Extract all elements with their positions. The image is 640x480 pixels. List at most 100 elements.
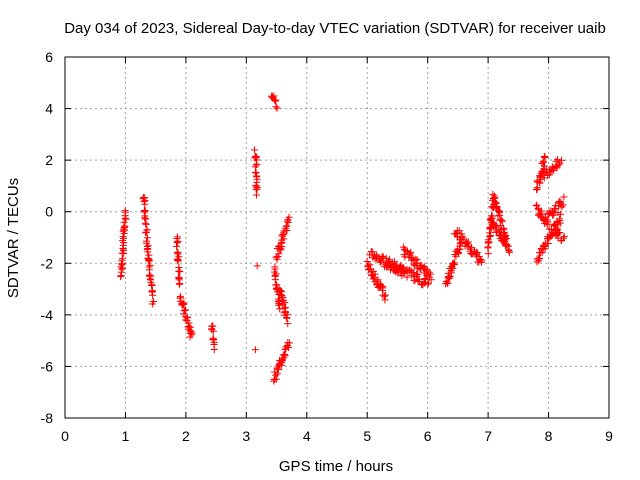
data-point — [505, 247, 513, 255]
data-point — [413, 270, 421, 278]
data-point — [468, 244, 476, 252]
data-point — [485, 238, 493, 246]
data-point — [175, 267, 183, 275]
data-point — [120, 234, 128, 242]
data-point — [493, 203, 501, 211]
data-point — [278, 293, 286, 301]
data-point — [486, 224, 494, 232]
data-point — [141, 219, 149, 227]
y-tick-label: 0 — [45, 204, 53, 220]
data-point — [121, 223, 129, 231]
data-point — [478, 257, 486, 265]
data-point — [272, 270, 280, 278]
data-point — [277, 240, 285, 248]
data-point — [380, 292, 388, 300]
data-point — [384, 260, 392, 268]
data-point — [446, 273, 454, 281]
data-point — [210, 338, 218, 346]
data-point — [252, 191, 260, 199]
data-point — [145, 257, 153, 265]
data-point — [540, 162, 548, 170]
data-point — [458, 230, 466, 238]
data-point — [173, 242, 181, 250]
data-point — [285, 213, 293, 221]
data-point — [141, 200, 149, 208]
data-point — [550, 211, 558, 219]
data-point — [401, 253, 409, 261]
data-point — [540, 153, 548, 161]
data-point — [250, 146, 258, 154]
data-point — [413, 271, 421, 279]
data-point — [560, 232, 568, 240]
y-tick-label: -2 — [41, 255, 54, 271]
data-point — [279, 355, 287, 363]
data-point — [284, 218, 292, 226]
data-point — [143, 234, 151, 242]
data-point — [272, 371, 280, 379]
data-point — [275, 250, 283, 258]
data-point — [272, 375, 280, 383]
ticks-layer: 0 1 2 3 4 5 6 7 8 9 -8 -6 -4 -2 0 2 4 6 — [41, 49, 614, 444]
data-point — [381, 296, 389, 304]
data-point — [277, 246, 285, 254]
data-point — [548, 209, 556, 217]
data-point — [118, 257, 126, 265]
data-point — [147, 281, 155, 289]
x-tick-label: 6 — [424, 428, 432, 444]
data-point — [560, 193, 568, 201]
data-point — [181, 306, 189, 314]
y-tick-label: -6 — [41, 358, 54, 374]
data-point — [274, 298, 282, 306]
data-point — [497, 216, 505, 224]
data-point — [488, 214, 496, 222]
data-point — [368, 248, 376, 256]
y-tick-label: 6 — [45, 49, 53, 65]
data-point — [538, 248, 546, 256]
data-point — [209, 327, 217, 335]
x-tick-label: 8 — [545, 428, 553, 444]
data-point — [284, 344, 292, 352]
data-point — [276, 305, 284, 313]
data-point — [253, 184, 261, 192]
data-point — [555, 197, 563, 205]
data-point — [208, 322, 216, 330]
data-point — [497, 232, 505, 240]
data-point — [545, 225, 553, 233]
data-point — [536, 179, 544, 187]
data-point — [366, 261, 374, 269]
data-point — [176, 279, 184, 287]
data-point — [270, 268, 278, 276]
y-tick-label: 2 — [45, 152, 53, 168]
x-tick-label: 4 — [303, 428, 311, 444]
data-point — [283, 226, 291, 234]
data-point — [282, 313, 290, 321]
data-point — [120, 218, 128, 226]
data-point — [141, 212, 149, 220]
data-point — [556, 217, 564, 225]
data-point — [275, 366, 283, 374]
data-point — [539, 158, 547, 166]
data-point — [382, 254, 390, 262]
data-point — [175, 276, 183, 284]
data-point — [252, 161, 260, 169]
y-tick-label: 4 — [45, 101, 53, 117]
data-points — [117, 92, 568, 385]
data-point — [491, 194, 499, 202]
data-point — [187, 327, 195, 335]
x-axis-title: GPS time / hours — [279, 458, 393, 475]
data-point — [560, 234, 568, 242]
x-tick-label: 0 — [61, 428, 69, 444]
data-point — [370, 273, 378, 281]
data-point — [424, 280, 432, 288]
x-tick-label: 5 — [363, 428, 371, 444]
data-point — [557, 156, 565, 164]
data-point — [122, 215, 130, 223]
data-point — [556, 229, 564, 237]
data-point — [272, 103, 280, 111]
data-point — [145, 263, 153, 271]
data-point — [188, 331, 196, 339]
x-tick-label: 2 — [182, 428, 190, 444]
data-point — [412, 260, 420, 268]
data-point — [142, 220, 150, 228]
data-point — [477, 255, 485, 263]
